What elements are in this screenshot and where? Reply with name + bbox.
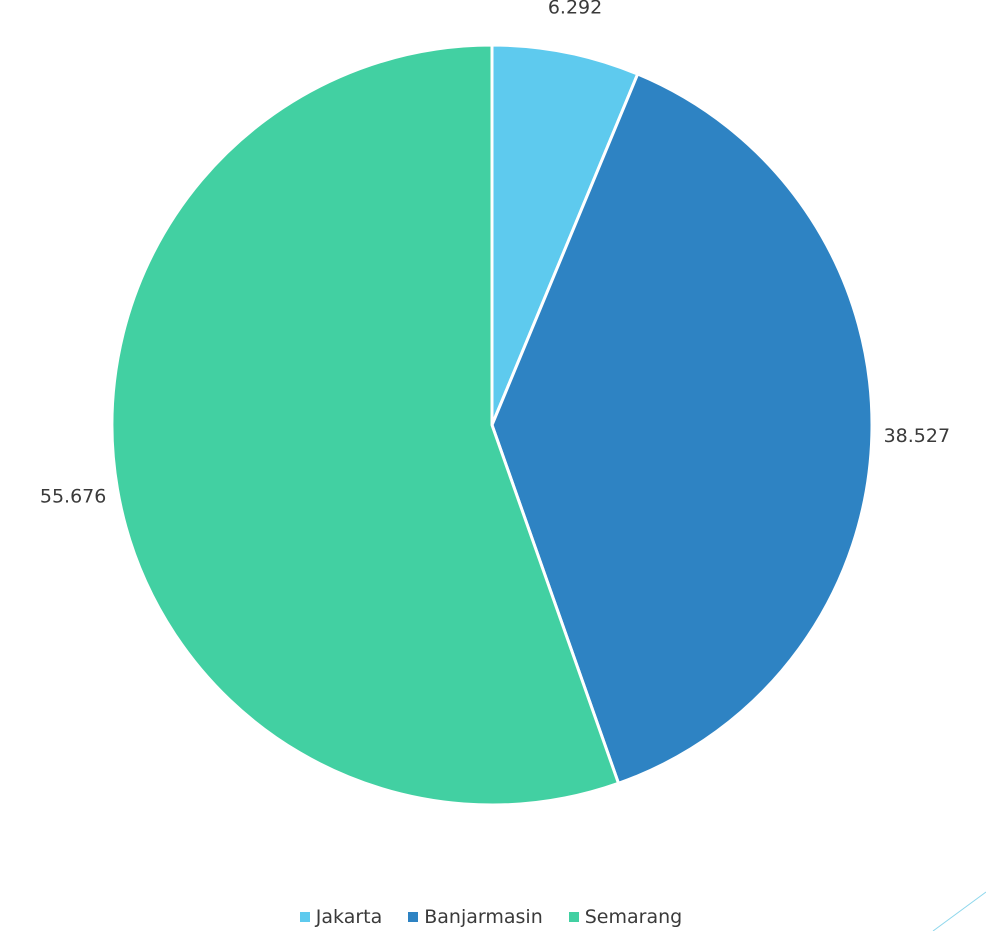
legend-label-banjarmasin: Banjarmasin — [424, 906, 543, 928]
pie-slice-jakarta[interactable] — [490, 43, 640, 427]
legend-item-semarang[interactable]: Semarang — [568, 906, 683, 928]
pie-data-labels: 6.292 38.527 55.676 — [40, 0, 950, 507]
data-label-jakarta: 6.292 — [548, 0, 602, 19]
chart-legend: Jakarta Banjarmasin Semarang — [0, 904, 984, 930]
legend-item-banjarmasin[interactable]: Banjarmasin — [408, 906, 543, 928]
legend-item-jakarta[interactable]: Jakarta — [299, 906, 383, 928]
pie-slice-semarang[interactable] — [110, 43, 621, 807]
legend-label-jakarta: Jakarta — [315, 906, 383, 928]
data-label-semarang: 55.676 — [40, 485, 106, 507]
legend-swatch-semarang — [568, 912, 579, 922]
legend-swatch-banjarmasin — [408, 912, 419, 922]
legend-label-semarang: Semarang — [584, 906, 683, 928]
pie-slice-banjarmasin[interactable] — [490, 72, 874, 785]
pie-slices — [110, 43, 874, 807]
legend-swatch-jakarta — [299, 912, 310, 922]
data-label-banjarmasin: 38.527 — [884, 425, 950, 447]
